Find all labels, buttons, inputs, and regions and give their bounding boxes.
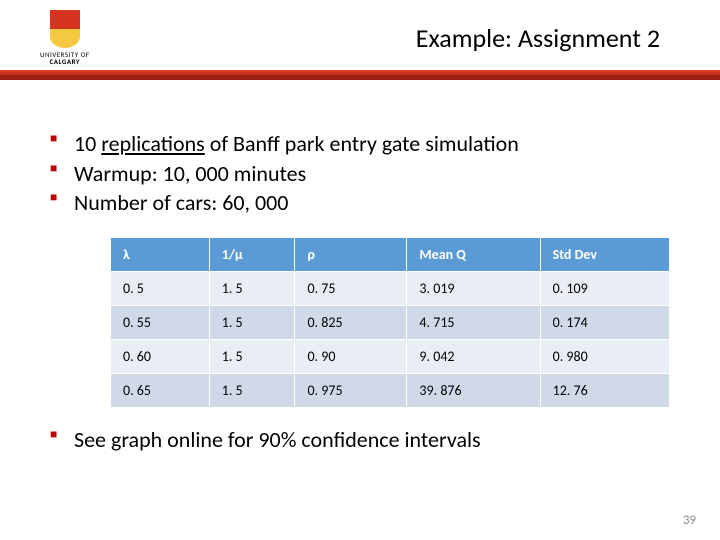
table-cell: 1. 5 xyxy=(209,373,295,407)
table-header-cell: Mean Q xyxy=(407,237,540,271)
bullet-list-top: 10 replications of Banff park entry gate… xyxy=(50,130,670,217)
table-cell: 0. 90 xyxy=(295,339,407,373)
table-cell: 3. 019 xyxy=(407,271,540,305)
university-logo: UNIVERSITY OF CALGARY xyxy=(40,10,90,65)
table-cell: 0. 975 xyxy=(295,373,407,407)
table-cell: 1. 5 xyxy=(209,271,295,305)
slide-title: Example: Assignment 2 xyxy=(416,22,660,54)
table-cell: 0. 174 xyxy=(540,305,669,339)
table-row: 0. 651. 50. 97539. 87612. 76 xyxy=(111,373,670,407)
table-body: 0. 51. 50. 753. 0190. 1090. 551. 50. 825… xyxy=(111,271,670,407)
bullet-item: Number of cars: 60, 000 xyxy=(50,189,670,217)
bullet-item: See graph online for 90% confidence inte… xyxy=(50,426,670,454)
table-cell: 39. 876 xyxy=(407,373,540,407)
table-header-cell: 1/μ xyxy=(209,237,295,271)
table-cell: 0. 55 xyxy=(111,305,210,339)
logo-text: UNIVERSITY OF CALGARY xyxy=(40,51,90,65)
table-header-cell: Std Dev xyxy=(540,237,669,271)
table-cell: 0. 60 xyxy=(111,339,210,373)
table-cell: 0. 825 xyxy=(295,305,407,339)
table-header-cell: ρ xyxy=(295,237,407,271)
bullet-item: 10 replications of Banff park entry gate… xyxy=(50,130,670,158)
logo-line2: CALGARY xyxy=(40,58,90,65)
table-header-row: λ1/μρMean QStd Dev xyxy=(111,237,670,271)
table-cell: 0. 65 xyxy=(111,373,210,407)
slide-header: UNIVERSITY OF CALGARY Example: Assignmen… xyxy=(0,0,720,90)
table-cell: 4. 715 xyxy=(407,305,540,339)
page-number: 39 xyxy=(683,513,696,528)
bullet-list-bottom: See graph online for 90% confidence inte… xyxy=(50,426,670,454)
table-row: 0. 601. 50. 909. 0420. 980 xyxy=(111,339,670,373)
table-cell: 0. 5 xyxy=(111,271,210,305)
table-cell: 0. 980 xyxy=(540,339,669,373)
results-table: λ1/μρMean QStd Dev 0. 51. 50. 753. 0190.… xyxy=(110,237,670,408)
table-cell: 0. 75 xyxy=(295,271,407,305)
table-row: 0. 551. 50. 8254. 7150. 174 xyxy=(111,305,670,339)
table-cell: 1. 5 xyxy=(209,339,295,373)
slide-content: 10 replications of Banff park entry gate… xyxy=(0,90,720,453)
header-divider xyxy=(0,70,720,80)
shield-icon xyxy=(50,10,80,48)
table-cell: 9. 042 xyxy=(407,339,540,373)
table-cell: 12. 76 xyxy=(540,373,669,407)
table-header-cell: λ xyxy=(111,237,210,271)
table-row: 0. 51. 50. 753. 0190. 109 xyxy=(111,271,670,305)
bullet-item: Warmup: 10, 000 minutes xyxy=(50,160,670,188)
table-cell: 1. 5 xyxy=(209,305,295,339)
table-cell: 0. 109 xyxy=(540,271,669,305)
